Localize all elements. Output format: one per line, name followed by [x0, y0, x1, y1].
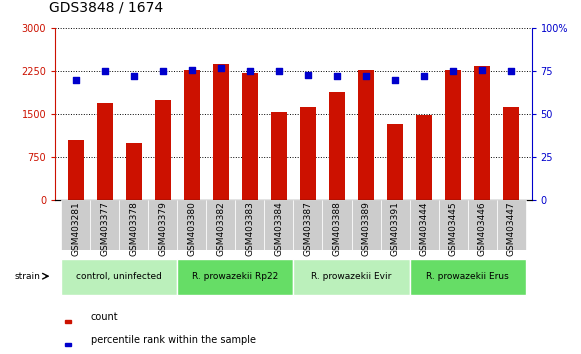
Bar — [64, 343, 71, 346]
Bar — [67, 140, 84, 200]
Text: control, uninfected: control, uninfected — [76, 272, 162, 281]
Text: GSM403389: GSM403389 — [361, 201, 371, 256]
Bar — [64, 320, 71, 323]
Bar — [381, 200, 410, 250]
Text: GSM403446: GSM403446 — [478, 201, 487, 256]
Bar — [503, 107, 519, 200]
Text: GSM403378: GSM403378 — [129, 201, 138, 256]
Text: GSM403387: GSM403387 — [303, 201, 313, 256]
Text: GSM403379: GSM403379 — [158, 201, 167, 256]
Bar — [271, 112, 287, 200]
Point — [187, 67, 196, 72]
Bar — [148, 200, 177, 250]
Point — [361, 74, 371, 79]
Text: R. prowazekii Evir: R. prowazekii Evir — [311, 272, 392, 281]
Point — [100, 68, 109, 74]
Point — [390, 77, 400, 83]
Bar — [293, 200, 322, 250]
Bar — [242, 73, 258, 200]
Point — [419, 74, 429, 79]
Bar — [439, 200, 468, 250]
Point — [158, 68, 167, 74]
Bar — [213, 64, 229, 200]
Point — [129, 74, 138, 79]
Text: GDS3848 / 1674: GDS3848 / 1674 — [49, 0, 163, 14]
Point — [303, 72, 313, 78]
Point — [216, 65, 225, 71]
Text: GSM403382: GSM403382 — [216, 201, 225, 256]
Bar — [177, 259, 293, 295]
Point — [274, 68, 284, 74]
Bar — [96, 103, 113, 200]
Bar — [61, 200, 90, 250]
Point — [478, 67, 487, 72]
Text: GSM403391: GSM403391 — [390, 201, 400, 256]
Bar — [387, 124, 403, 200]
Text: GSM403384: GSM403384 — [274, 201, 284, 256]
Text: GSM403377: GSM403377 — [100, 201, 109, 256]
Text: GSM403445: GSM403445 — [449, 201, 458, 256]
Bar — [410, 200, 439, 250]
Bar — [322, 200, 352, 250]
Text: GSM403447: GSM403447 — [507, 201, 516, 256]
Bar — [119, 200, 148, 250]
Bar — [90, 200, 119, 250]
Bar — [125, 143, 142, 200]
Bar — [177, 200, 206, 250]
Text: count: count — [91, 312, 119, 322]
Bar — [155, 100, 171, 200]
Bar — [184, 70, 200, 200]
Text: GSM403281: GSM403281 — [71, 201, 80, 256]
Point — [71, 77, 80, 83]
Text: GSM403383: GSM403383 — [245, 201, 254, 256]
Point — [245, 68, 254, 74]
Bar — [468, 200, 497, 250]
Text: percentile rank within the sample: percentile rank within the sample — [91, 335, 256, 345]
Bar — [445, 69, 461, 200]
Point — [332, 74, 342, 79]
Bar — [206, 200, 235, 250]
Point — [507, 68, 516, 74]
Bar — [416, 115, 432, 200]
Bar — [293, 259, 410, 295]
Bar — [352, 200, 381, 250]
Text: GSM403444: GSM403444 — [419, 201, 429, 256]
Text: GSM403388: GSM403388 — [332, 201, 342, 256]
Bar — [235, 200, 264, 250]
Text: GSM403380: GSM403380 — [187, 201, 196, 256]
Bar — [300, 107, 316, 200]
Text: strain: strain — [15, 272, 41, 281]
Bar — [264, 200, 293, 250]
Point — [449, 68, 458, 74]
Bar — [329, 92, 345, 200]
Bar — [358, 70, 374, 200]
Bar — [474, 65, 490, 200]
Bar — [410, 259, 526, 295]
Bar — [61, 259, 177, 295]
Text: R. prowazekii Erus: R. prowazekii Erus — [426, 272, 509, 281]
Bar — [497, 200, 526, 250]
Text: R. prowazekii Rp22: R. prowazekii Rp22 — [192, 272, 278, 281]
